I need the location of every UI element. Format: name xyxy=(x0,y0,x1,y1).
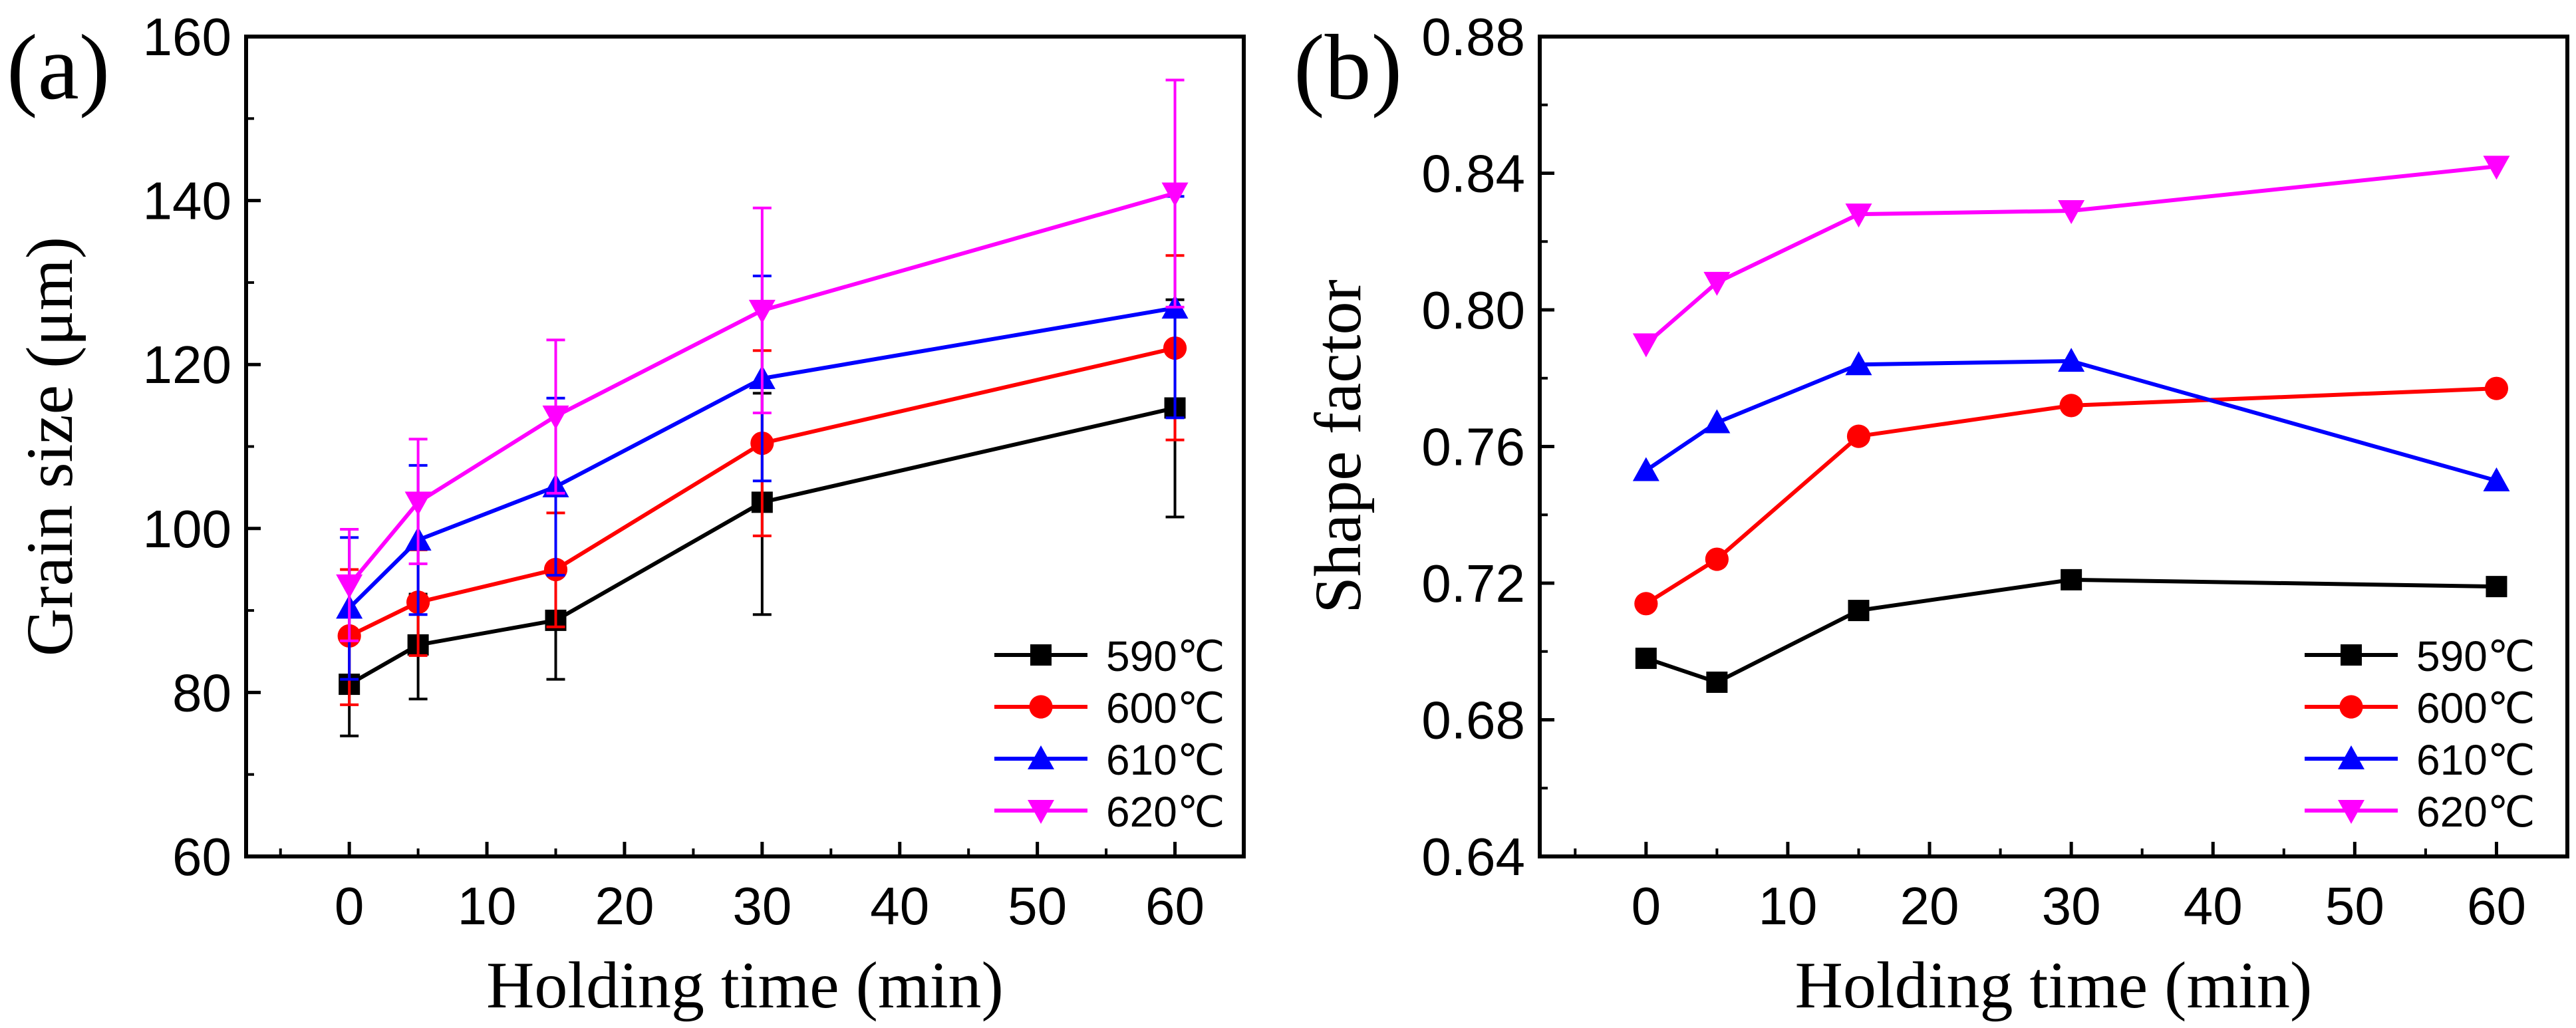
legend-marker xyxy=(1028,800,1054,824)
data-point xyxy=(1634,592,1658,616)
plot-area xyxy=(244,35,1246,858)
data-point xyxy=(2058,348,2085,372)
legend-label: 600℃ xyxy=(1106,684,1225,732)
x-tick-label: 30 xyxy=(732,876,791,936)
x-tick-label: 60 xyxy=(2467,876,2526,936)
data-point xyxy=(1845,203,1872,228)
x-tick-label: 50 xyxy=(2325,876,2384,936)
data-point xyxy=(2483,467,2510,491)
legend-label: 590℃ xyxy=(2416,632,2535,680)
x-tick-label: 50 xyxy=(1008,876,1067,936)
x-tick-label: 30 xyxy=(2042,876,2101,936)
x-tick-label: 10 xyxy=(1758,876,1817,936)
legend-marker xyxy=(1029,695,1053,719)
y-tick-label: 60 xyxy=(172,827,231,886)
panel-label: (a) xyxy=(7,16,110,119)
plot-area xyxy=(1538,35,2569,858)
legend-label: 590℃ xyxy=(1106,632,1225,680)
y-tick-label: 120 xyxy=(143,335,231,394)
legend-marker xyxy=(2338,800,2364,824)
data-point xyxy=(1845,351,1872,376)
data-point xyxy=(336,574,363,598)
data-point xyxy=(1706,671,1728,693)
y-tick-label: 80 xyxy=(172,663,231,722)
legend-label: 620℃ xyxy=(1106,788,1225,836)
legend-marker xyxy=(1030,644,1052,666)
x-axis: 0 10 20 30 40 50 60 xyxy=(1574,842,2569,936)
legend-marker xyxy=(2341,644,2362,666)
y-tick-label: 0.64 xyxy=(1421,827,1525,886)
series-620℃ xyxy=(336,78,1189,642)
data-point xyxy=(2486,576,2507,598)
y-axis: 0.64 0.68 0.72 0.76 0.80 0.84 0.88 xyxy=(1421,7,1554,886)
y-axis-label: Shape factor xyxy=(1301,279,1375,614)
y-tick-label: 160 xyxy=(143,7,231,66)
legend-label: 610℃ xyxy=(1106,736,1225,784)
data-point xyxy=(2484,376,2509,400)
y-tick-label: 0.80 xyxy=(1421,281,1525,340)
legend-marker xyxy=(2339,695,2363,719)
data-point xyxy=(1632,457,1659,481)
y-tick-label: 0.72 xyxy=(1421,554,1525,613)
series-line xyxy=(1644,164,2497,346)
y-tick-label: 0.88 xyxy=(1421,7,1525,66)
data-point xyxy=(1848,600,1870,622)
y-tick-label: 0.68 xyxy=(1421,691,1525,750)
x-tick-label: 0 xyxy=(1632,876,1661,936)
data-point xyxy=(1846,424,1871,448)
data-point xyxy=(2058,200,2085,225)
x-tick-label: 40 xyxy=(2184,876,2243,936)
legend-label: 620℃ xyxy=(2416,788,2535,836)
data-point xyxy=(1635,648,1657,670)
y-tick-label: 100 xyxy=(143,499,231,559)
data-point xyxy=(748,299,776,324)
x-tick-label: 60 xyxy=(1145,876,1205,936)
x-axis: 0 10 20 30 40 50 60 xyxy=(279,842,1245,936)
series-line xyxy=(1645,577,2497,685)
data-point xyxy=(2061,569,2082,590)
series-610℃ xyxy=(1632,348,2510,491)
data-point xyxy=(1703,271,1731,296)
data-point xyxy=(1705,547,1729,571)
y-axis-label: Grain size (μm) xyxy=(13,237,86,656)
y-tick-label: 140 xyxy=(143,172,231,231)
legend-marker xyxy=(1028,745,1054,769)
legend-label: 600℃ xyxy=(2416,684,2535,732)
y-tick-label: 0.84 xyxy=(1421,144,1525,203)
x-tick-label: 10 xyxy=(458,876,517,936)
x-tick-label: 0 xyxy=(335,876,364,936)
panel-b: (b) 0.64 0.68 0.72 0.76 0.80 0.84 0.88 0 10 20 30… xyxy=(1294,7,2569,1022)
series-590℃ xyxy=(1635,569,2507,693)
legend-marker xyxy=(2338,745,2364,769)
y-axis: 60 80 100 120 140 160 xyxy=(143,7,261,886)
data-point xyxy=(2059,394,2083,418)
panel-label: (b) xyxy=(1294,16,1402,119)
data-point xyxy=(2483,156,2510,180)
x-tick-label: 40 xyxy=(870,876,929,936)
x-axis-label: Holding time (min) xyxy=(1795,948,2313,1022)
data-point xyxy=(542,405,569,430)
data-point xyxy=(1703,409,1731,434)
data-point xyxy=(1632,333,1659,358)
x-axis-label: Holding time (min) xyxy=(486,948,1004,1022)
legend-label: 610℃ xyxy=(2416,736,2535,784)
x-tick-label: 20 xyxy=(1900,876,1959,936)
series-group xyxy=(336,78,1189,737)
y-tick-label: 0.76 xyxy=(1421,418,1525,477)
data-point xyxy=(404,491,432,516)
series-group xyxy=(1632,156,2510,693)
x-tick-label: 20 xyxy=(595,876,654,936)
data-point xyxy=(1161,182,1189,207)
series-620℃ xyxy=(1632,156,2510,358)
series-line xyxy=(1645,359,2498,483)
